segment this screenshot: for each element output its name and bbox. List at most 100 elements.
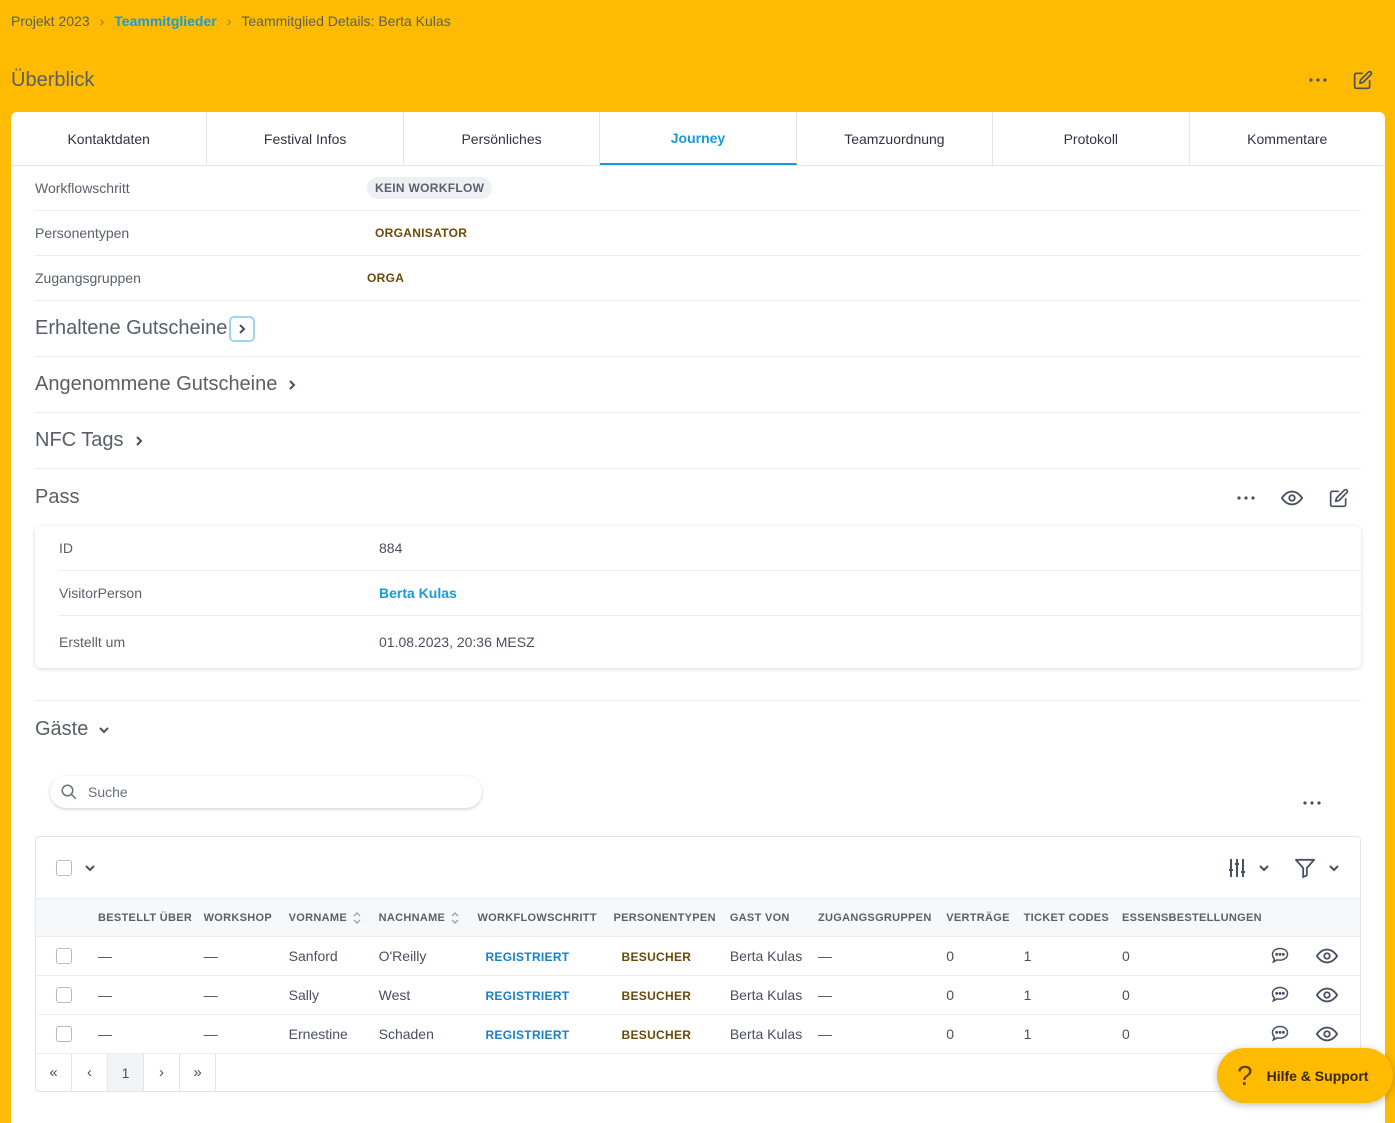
chevron-right-icon: › [99, 13, 105, 29]
chevron-right-icon[interactable] [229, 315, 256, 342]
tab-kontaktdaten[interactable]: Kontaktdaten [11, 112, 208, 165]
tab-festival-infos[interactable]: Festival Infos [207, 112, 404, 165]
detail-row-zugangsgruppen: Zugangsgruppen ORGA [35, 256, 1361, 301]
tab-bar: Kontaktdaten Festival Infos Persönliches… [11, 112, 1385, 166]
section-erhaltene-gutscheine[interactable]: Erhaltene Gutscheine [35, 301, 1361, 357]
header-checkbox-col [36, 898, 95, 937]
header-essensbestellungen[interactable]: ESSENSBESTELLUNGEN [1118, 898, 1266, 937]
edit-icon[interactable] [1353, 70, 1373, 90]
header-label: VORNAME [288, 911, 347, 924]
detail-label: Personentypen [35, 225, 130, 241]
more-options-icon[interactable] [1309, 77, 1327, 83]
page-last-button[interactable]: » [180, 1054, 216, 1091]
breadcrumb-teammitglieder[interactable]: Teammitglieder [114, 13, 217, 29]
cell-bestellt: — [94, 1014, 200, 1054]
cell-gast-von: Berta Kulas [725, 975, 814, 1015]
header-vertraege[interactable]: VERTRÄGE [942, 898, 1020, 937]
page-first-button[interactable]: « [36, 1054, 72, 1091]
page-prev-button[interactable]: ‹ [72, 1054, 108, 1091]
header-actions [1309, 70, 1373, 90]
cell-tickets: 1 [1019, 1014, 1119, 1054]
detail-label: Zugangsgruppen [35, 270, 141, 286]
detail-row-personentypen: Personentypen ORGANISATOR [35, 211, 1361, 256]
journey-content: Workflowschritt KEIN WORKFLOW Personenty… [35, 166, 1361, 1092]
table-row[interactable]: — — Ernestine Schaden REGISTRIERT BESUCH… [36, 1014, 1360, 1054]
header-ticket-codes[interactable]: TICKET CODES [1019, 898, 1119, 937]
cell-workshop: — [199, 1014, 285, 1054]
page-next-button[interactable]: › [144, 1054, 180, 1091]
tab-kommentare[interactable]: Kommentare [1247, 130, 1328, 147]
comment-icon[interactable] [1270, 1024, 1290, 1044]
visitor-link[interactable]: Berta Kulas [379, 585, 457, 601]
comment-icon[interactable] [1270, 985, 1290, 1005]
help-label: Hilfe & Support [1266, 1067, 1369, 1084]
pagination: « ‹ 1 › » [36, 1054, 1360, 1091]
sort-icon [451, 911, 459, 924]
section-angenommene-gutscheine[interactable]: Angenommene Gutscheine [35, 357, 1361, 413]
search-input[interactable]: Suche [50, 776, 482, 808]
sliders-icon [1229, 858, 1245, 877]
help-support-button[interactable]: ? Hilfe & Support [1217, 1048, 1393, 1103]
tab-protokoll[interactable]: Protokoll [993, 112, 1190, 165]
cell-bestellt: — [94, 975, 200, 1015]
table-row[interactable]: — — Sally West REGISTRIERT BESUCHER Bert… [36, 975, 1360, 1015]
filter-menu[interactable] [1294, 858, 1340, 878]
row-checkbox[interactable] [56, 987, 72, 1003]
workflow-badge: KEIN WORKFLOW [367, 177, 493, 199]
cell-tickets: 1 [1019, 975, 1119, 1015]
pass-label: VisitorPerson [59, 585, 143, 601]
chevron-right-icon[interactable] [287, 379, 297, 391]
header-personentypen[interactable]: PERSONENTYPEN [609, 898, 726, 937]
tab-persoenliches[interactable]: Persönliches [404, 112, 601, 165]
select-all-checkbox[interactable] [56, 859, 72, 876]
cell-vertraege: 0 [942, 1014, 1020, 1054]
column-settings[interactable] [1228, 858, 1270, 878]
eye-icon[interactable] [1315, 987, 1338, 1003]
comment-icon[interactable] [1270, 946, 1290, 966]
row-checkbox[interactable] [56, 948, 72, 964]
pass-card: ID 884 VisitorPerson Berta Kulas Erstell… [35, 526, 1361, 668]
cell-vorname: Sanford [284, 936, 375, 976]
eye-icon[interactable] [1281, 490, 1303, 506]
section-gaeste[interactable]: Gäste [35, 700, 1361, 758]
table-row[interactable]: — — Sanford O'Reilly REGISTRIERT BESUCHE… [36, 936, 1360, 976]
edit-icon[interactable] [1329, 488, 1349, 508]
tab-journey[interactable]: Journey [600, 112, 797, 165]
section-nfc-tags[interactable]: NFC Tags [35, 413, 1361, 469]
header-workshop[interactable]: WORKSHOP [199, 898, 285, 937]
more-options-icon[interactable] [1237, 495, 1255, 501]
page-current-button[interactable]: 1 [108, 1054, 144, 1091]
chevron-down-icon[interactable] [98, 725, 110, 735]
eye-icon[interactable] [1315, 1026, 1338, 1042]
cell-nachname: O'Reilly [374, 936, 474, 976]
chevron-down-icon[interactable] [84, 863, 96, 873]
search-icon [61, 784, 77, 800]
cell-gruppen: — [813, 936, 943, 976]
pass-row-id: ID 884 [59, 526, 1361, 571]
header-bestellt-ueber[interactable]: BESTELLT ÜBER [94, 898, 200, 937]
more-options-icon[interactable] [1303, 800, 1321, 806]
pass-label: Erstellt um [59, 634, 126, 650]
table-tools [1228, 858, 1340, 878]
detail-row-workflow: Workflowschritt KEIN WORKFLOW [35, 166, 1361, 211]
header-zugangsgruppen[interactable]: ZUGANGSGRUPPEN [813, 898, 943, 937]
header-gast-von[interactable]: GAST VON [725, 898, 814, 937]
header-workflowschritt[interactable]: WORKFLOWSCHRITT [473, 898, 610, 937]
section-title: NFC Tags [35, 429, 124, 451]
pass-label: ID [59, 540, 73, 556]
cell-vorname: Sally [284, 975, 375, 1015]
header-vorname[interactable]: VORNAME [284, 898, 375, 937]
cell-gast-von: Berta Kulas [725, 936, 814, 976]
chevron-right-icon: › [226, 13, 232, 29]
cell-vertraege: 0 [942, 975, 1020, 1015]
pass-actions [1237, 488, 1349, 508]
header-nachname[interactable]: NACHNAME [374, 898, 474, 937]
breadcrumb-current: Teammitglied Details: Berta Kulas [241, 13, 451, 29]
row-checkbox[interactable] [56, 1026, 72, 1042]
breadcrumb-projekt[interactable]: Projekt 2023 [11, 13, 90, 29]
eye-icon[interactable] [1315, 948, 1338, 964]
chevron-right-icon[interactable] [134, 435, 144, 447]
chevron-down-icon [1329, 864, 1339, 871]
page-title: Überblick [11, 69, 95, 91]
tab-teamzuordnung[interactable]: Teamzuordnung [797, 112, 994, 165]
